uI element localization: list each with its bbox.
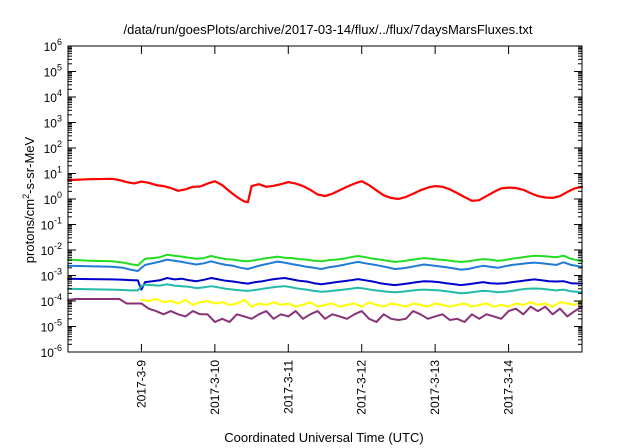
y-axis-label-sup: 2 <box>21 194 31 199</box>
series-line-1 <box>66 177 584 204</box>
y-tick-label-base: 10 <box>44 91 58 105</box>
y-tick-label-exponent: -5 <box>54 318 62 328</box>
y-tick-label: 104 <box>44 88 62 105</box>
x-tick-label: 2017-3-12 <box>355 360 369 415</box>
y-tick-label: 106 <box>44 37 62 54</box>
y-tick-label: 10-2 <box>41 241 62 258</box>
y-tick-label-exponent: -1 <box>54 216 62 226</box>
y-tick-label-base: 10 <box>41 321 55 335</box>
y-tick-label-exponent: -6 <box>54 343 62 353</box>
x-tick-label: 2017-3-9 <box>134 360 148 408</box>
series-line-3 <box>67 258 583 272</box>
x-tick-label: 2017-3-11 <box>281 360 295 414</box>
x-tick-label: 2017-3-13 <box>428 360 442 415</box>
series-line-4 <box>67 277 583 291</box>
y-axis-label: protons/cm2-s-sr-MeV <box>21 136 37 263</box>
y-tick-label-base: 10 <box>44 40 58 54</box>
y-tick-label-base: 10 <box>44 117 58 131</box>
x-tick-label: 2017-3-10 <box>208 360 222 415</box>
y-tick-label: 10-3 <box>41 267 62 284</box>
series-line-5 <box>67 283 583 295</box>
y-axis-label-rest: -s-sr-MeV <box>22 136 37 193</box>
y-tick-label: 10-1 <box>41 216 62 233</box>
y-tick-label-exponent: 3 <box>57 114 62 124</box>
y-tick-label: 103 <box>44 114 62 131</box>
y-tick-label-base: 10 <box>44 142 58 156</box>
y-tick-label-base: 10 <box>44 193 58 207</box>
y-tick-label: 10-6 <box>41 343 62 360</box>
y-tick-label: 10-5 <box>41 318 62 335</box>
series-line-7 <box>67 298 583 323</box>
series-line-2 <box>67 253 583 267</box>
series-group <box>66 177 584 323</box>
y-tick-label-exponent: 0 <box>57 190 62 200</box>
y-tick-label-exponent: -2 <box>54 241 62 251</box>
y-tick-label-base: 10 <box>44 168 58 182</box>
y-tick-label-base: 10 <box>41 219 55 233</box>
chart-title: /data/run/goesPlots/archive/2017-03-14/f… <box>124 22 533 37</box>
y-axis-label-main: protons/cm <box>22 199 37 263</box>
series-line-6 <box>140 298 583 308</box>
y-tick-label-base: 10 <box>41 270 55 284</box>
axes-group: 10-610-510-410-310-210-11001011021031041… <box>41 37 583 415</box>
y-tick-label-exponent: 4 <box>57 88 62 98</box>
y-tick-label: 101 <box>44 165 62 182</box>
y-tick-label-exponent: -4 <box>54 292 62 302</box>
y-tick-label: 100 <box>44 190 62 207</box>
y-tick-label-exponent: 6 <box>57 37 62 47</box>
y-tick-label-base: 10 <box>41 244 55 258</box>
y-tick-label-base: 10 <box>44 66 58 80</box>
y-tick-label: 102 <box>44 139 62 156</box>
y-tick-label-base: 10 <box>41 346 55 360</box>
y-tick-label: 105 <box>44 63 62 80</box>
x-tick-label: 2017-3-14 <box>502 360 516 415</box>
y-tick-label: 10-4 <box>41 292 62 309</box>
y-tick-label-exponent: -3 <box>54 267 62 277</box>
y-tick-label-exponent: 2 <box>57 139 62 149</box>
y-tick-label-exponent: 5 <box>57 63 62 73</box>
y-tick-label-exponent: 1 <box>57 165 62 175</box>
y-tick-label-base: 10 <box>41 295 55 309</box>
x-axis-label: Coordinated Universal Time (UTC) <box>224 430 423 445</box>
